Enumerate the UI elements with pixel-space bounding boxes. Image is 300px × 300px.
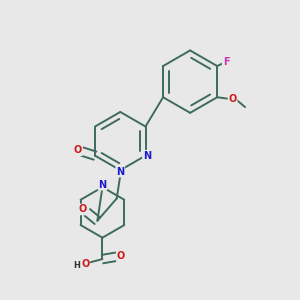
Text: F: F (223, 57, 230, 67)
Text: O: O (74, 145, 82, 155)
Text: O: O (117, 251, 125, 261)
Text: O: O (79, 204, 87, 214)
Text: H: H (73, 261, 80, 270)
Text: O: O (81, 259, 89, 269)
Text: N: N (143, 151, 151, 160)
Text: N: N (116, 167, 124, 177)
Text: N: N (98, 180, 106, 190)
Text: O: O (229, 94, 237, 104)
